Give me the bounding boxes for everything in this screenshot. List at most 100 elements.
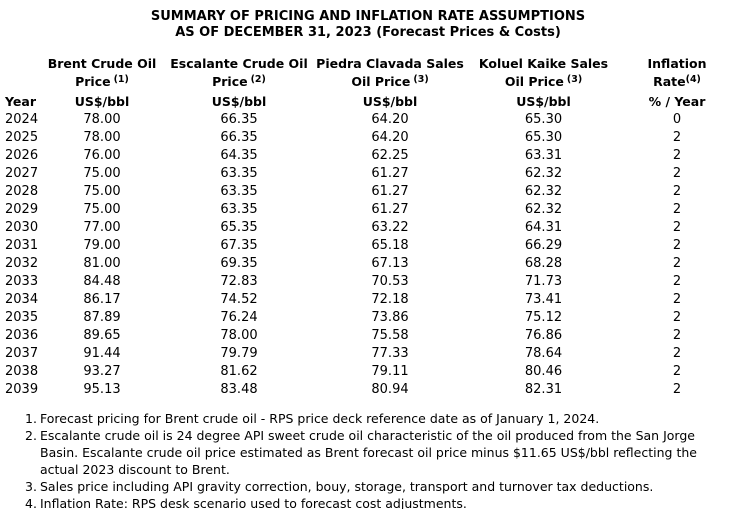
header-row: Year Brent Crude Oil Price (1) US$/bbl Es…	[3, 55, 732, 111]
cell-koluel-kaike: 65.30	[524, 112, 563, 127]
footnote-text: Inflation Rate: RPS desk scenario used t…	[40, 496, 467, 509]
cell-brent: 81.00	[83, 256, 121, 271]
cell-koluel-kaike: 82.31	[524, 382, 563, 397]
cell-koluel-kaike: 65.30	[524, 130, 563, 145]
cell-year: 2032	[5, 256, 39, 271]
cell-piedra-clavada: 73.86	[371, 310, 409, 325]
cell-inflation: 2	[672, 130, 682, 145]
cell-piedra-clavada: 67.13	[371, 256, 409, 271]
footnote-number: 1.	[25, 411, 37, 426]
cell-inflation: 2	[672, 202, 682, 217]
table-row: 2026 76.00 64.35 62.25 63.31 2	[3, 147, 732, 165]
cell-brent: 89.65	[83, 328, 121, 343]
footnote-ref-3: (3)	[413, 74, 429, 85]
cell-year: 2039	[5, 382, 39, 397]
cell-koluel-kaike: 64.31	[524, 220, 563, 235]
cell-brent: 76.00	[83, 148, 121, 163]
cell-brent: 77.00	[83, 220, 121, 235]
cell-brent: 75.00	[83, 184, 121, 199]
cell-escalante: 66.35	[220, 130, 258, 145]
cell-year: 2030	[5, 220, 39, 235]
cell-escalante: 63.35	[220, 166, 258, 181]
cell-year: 2024	[5, 112, 39, 127]
column-header-escalante: Escalante Crude Oil Price (2) US$/bbl	[170, 56, 308, 109]
cell-inflation: 2	[672, 310, 682, 325]
table-row: 2032 81.00 69.35 67.13 68.28 2	[3, 255, 732, 273]
document-title: SUMMARY OF PRICING AND INFLATION RATE AS…	[0, 0, 736, 41]
cell-koluel-kaike: 62.32	[524, 184, 563, 199]
cell-year: 2027	[5, 166, 39, 181]
cell-brent: 75.00	[83, 166, 121, 181]
cell-year: 2036	[5, 328, 39, 343]
cell-year: 2028	[5, 184, 39, 199]
column-header-brent: Brent Crude Oil Price (1) US$/bbl	[47, 56, 157, 109]
cell-koluel-kaike: 62.32	[524, 202, 563, 217]
cell-inflation: 2	[672, 166, 682, 181]
cell-escalante: 74.52	[220, 292, 258, 307]
cell-koluel-kaike: 73.41	[524, 292, 563, 307]
column-header-year: Year	[5, 94, 36, 109]
table-row: 2030 77.00 65.35 63.22 64.31 2	[3, 219, 732, 237]
cell-piedra-clavada: 65.18	[371, 238, 409, 253]
cell-escalante: 64.35	[220, 148, 258, 163]
cell-piedra-clavada: 61.27	[371, 184, 409, 199]
table-row: 2036 89.65 78.00 75.58 76.86 2	[3, 327, 732, 345]
cell-inflation: 2	[672, 256, 682, 271]
cell-koluel-kaike: 78.64	[524, 346, 563, 361]
cell-inflation: 2	[672, 292, 682, 307]
table-row: 2031 79.00 67.35 65.18 66.29 2	[3, 237, 732, 255]
footnote-ref-3b: (3)	[566, 74, 583, 85]
column-header-inflation: Inflation Rate(4) % / Year	[647, 56, 707, 109]
cell-escalante: 72.83	[220, 274, 258, 289]
cell-brent: 87.89	[83, 310, 121, 325]
cell-koluel-kaike: 63.31	[524, 148, 563, 163]
column-header-koluel-kaike: Koluel Kaike Sales Oil Price (3) US$/bbl	[478, 56, 609, 109]
table-row: 2037 91.44 79.79 77.33 78.64 2	[3, 345, 732, 363]
table-body: 2024 78.00 66.35 64.20 65.30 0 2025 78.00 66.35 6…	[3, 111, 732, 399]
cell-year: 2035	[5, 310, 39, 325]
footnote-text: Sales price including API gravity correc…	[40, 479, 654, 494]
cell-piedra-clavada: 72.18	[371, 292, 409, 307]
cell-brent: 78.00	[83, 112, 121, 127]
cell-inflation: 2	[672, 274, 682, 289]
footnote-item: 1. Forecast pricing for Brent crude oil …	[0, 410, 736, 427]
cell-piedra-clavada: 63.22	[371, 220, 409, 235]
cell-year: 2025	[5, 130, 39, 145]
cell-brent: 79.00	[83, 238, 121, 253]
cell-escalante: 69.35	[220, 256, 258, 271]
cell-inflation: 2	[672, 184, 682, 199]
cell-brent: 93.27	[83, 364, 121, 379]
cell-piedra-clavada: 75.58	[371, 328, 409, 343]
cell-inflation: 2	[672, 220, 682, 235]
cell-escalante: 67.35	[220, 238, 258, 253]
cell-inflation: 0	[672, 112, 682, 127]
footnote-item: 2. Escalante crude oil is 24 degree API …	[0, 427, 736, 478]
cell-brent: 91.44	[83, 346, 121, 361]
cell-year: 2026	[5, 148, 39, 163]
cell-escalante: 65.35	[220, 220, 258, 235]
table-row: 2029 75.00 63.35 61.27 62.32 2	[3, 201, 732, 219]
footnote-text: Escalante crude oil is 24 degree API swe…	[40, 428, 697, 477]
cell-brent: 95.13	[83, 382, 121, 397]
cell-escalante: 78.00	[220, 328, 258, 343]
cell-brent: 75.00	[83, 202, 121, 217]
cell-koluel-kaike: 68.28	[524, 256, 563, 271]
cell-inflation: 2	[672, 364, 682, 379]
cell-koluel-kaike: 75.12	[524, 310, 563, 325]
footnotes-section: 1. Forecast pricing for Brent crude oil …	[0, 410, 736, 509]
cell-brent: 78.00	[83, 130, 121, 145]
pricing-table: Year Brent Crude Oil Price (1) US$/bbl Es…	[3, 55, 732, 399]
table-row: 2024 78.00 66.35 64.20 65.30 0	[3, 111, 732, 129]
table-row: 2033 84.48 72.83 70.53 71.73 2	[3, 273, 732, 291]
cell-piedra-clavada: 77.33	[371, 346, 409, 361]
cell-inflation: 2	[672, 346, 682, 361]
cell-year: 2037	[5, 346, 39, 361]
cell-inflation: 2	[672, 382, 682, 397]
cell-year: 2038	[5, 364, 39, 379]
cell-escalante: 63.35	[220, 184, 258, 199]
cell-inflation: 2	[672, 328, 682, 343]
cell-inflation: 2	[672, 148, 682, 163]
column-header-piedra-clavada: Piedra Clavada Sales Oil Price (3) US$/bb…	[316, 56, 464, 109]
cell-escalante: 79.79	[220, 346, 258, 361]
